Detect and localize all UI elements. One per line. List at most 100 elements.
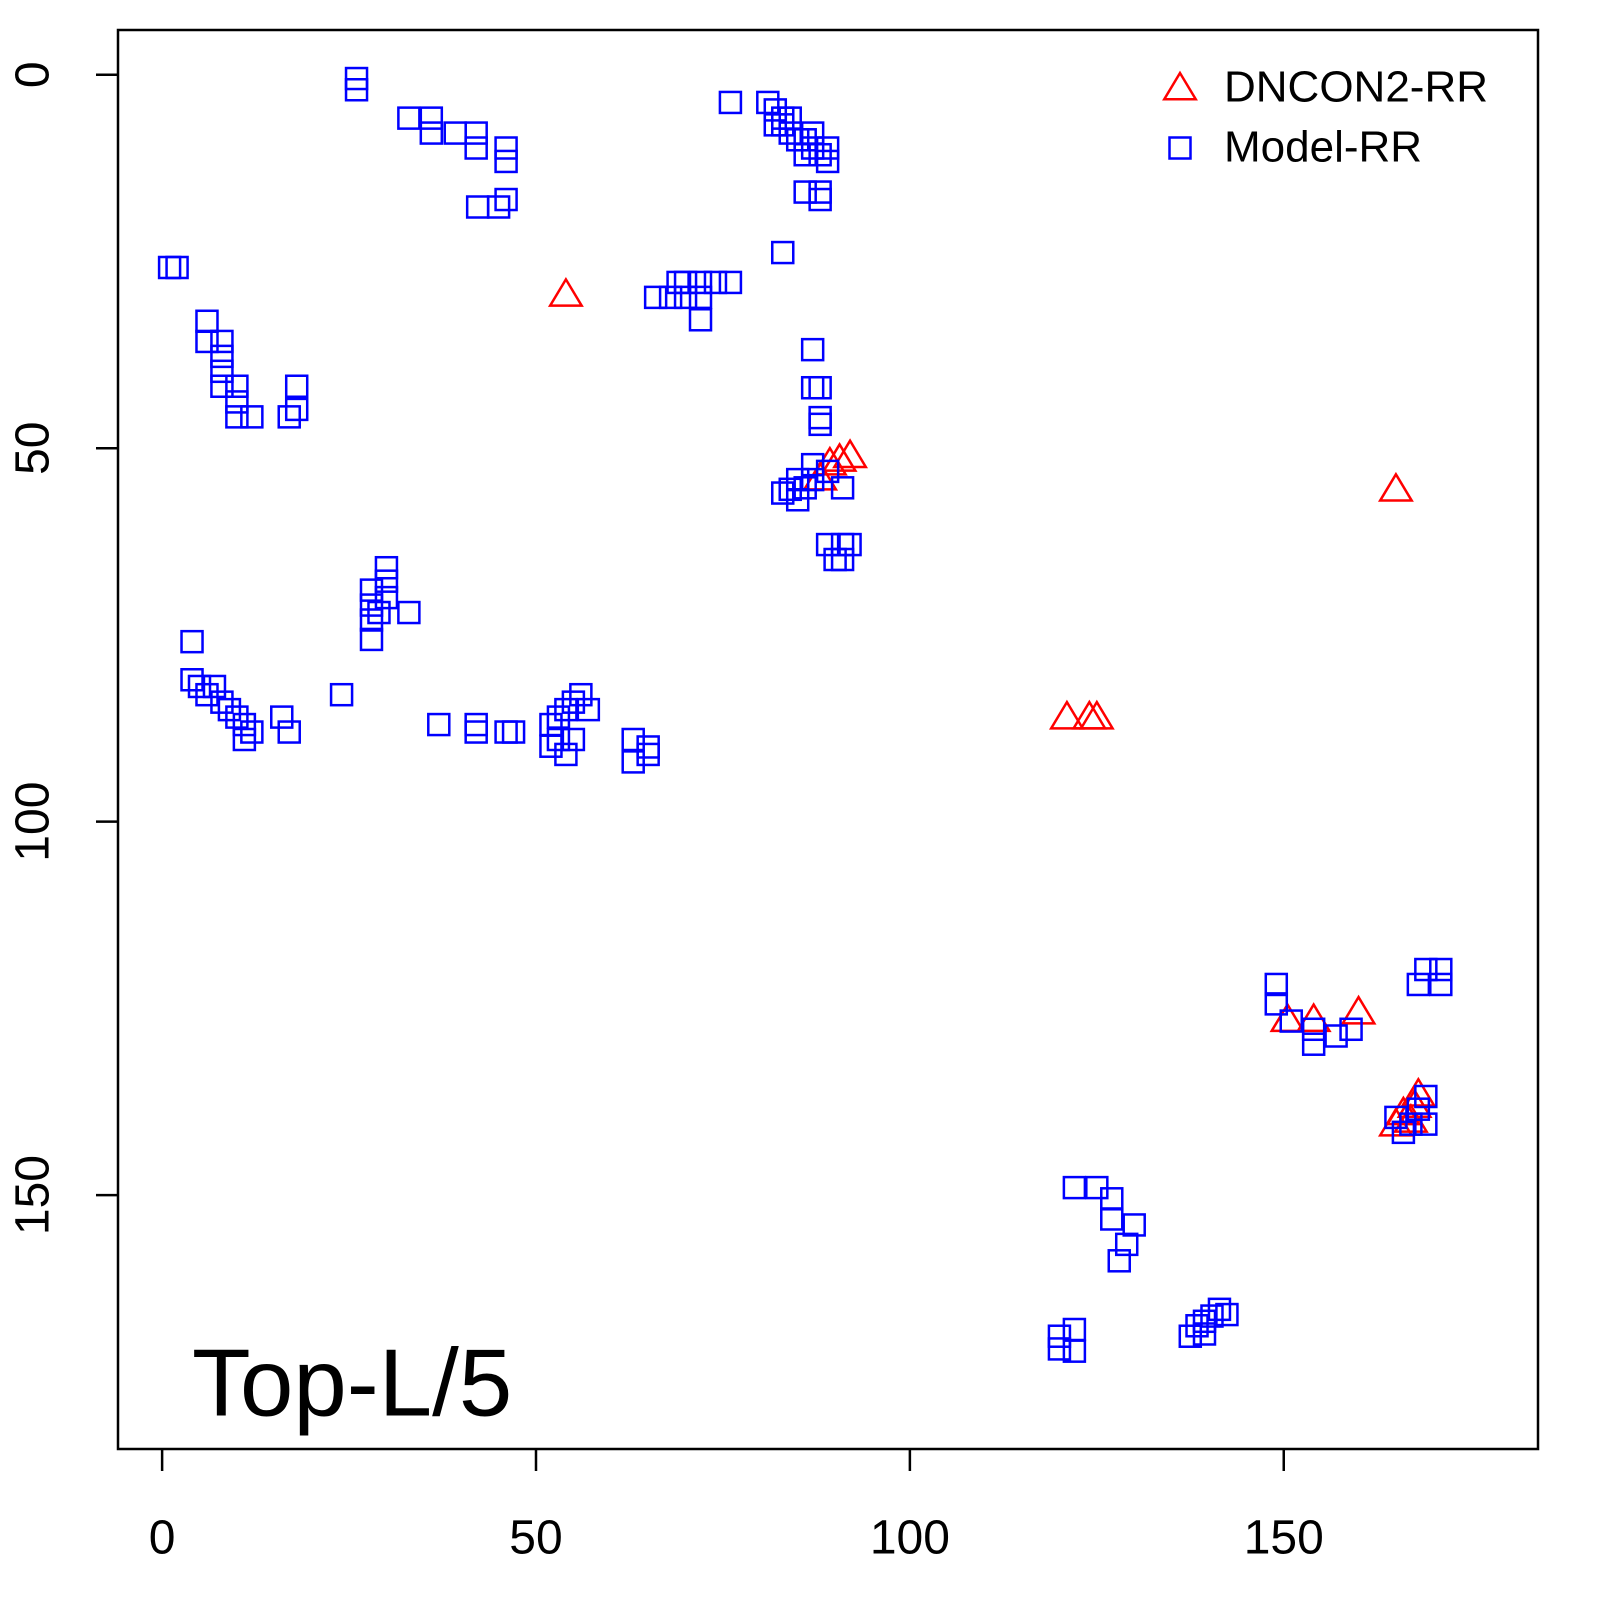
square-marker [210,359,234,384]
square-marker [771,240,795,265]
square-marker [771,481,795,505]
square-marker [808,412,832,437]
triangle-marker [1385,1095,1422,1126]
square-marker [808,142,832,167]
square-marker [210,344,234,369]
square-marker [202,674,227,699]
square-marker [277,405,301,429]
square-marker [1062,1175,1087,1200]
square-marker [427,712,451,737]
square-marker [344,77,369,102]
square-marker [180,668,204,692]
square-marker [785,128,810,152]
square-marker [180,629,204,654]
square-marker [210,690,234,714]
square-marker [830,476,855,500]
square-marker [830,547,855,572]
square-marker [157,255,182,280]
square-marker [1168,136,1192,160]
square-marker [830,532,855,557]
square-marker [374,585,399,610]
square-marker [763,98,788,122]
x-tick-label: 50 [509,1512,562,1565]
square-marker [636,735,660,759]
square-marker [397,106,421,130]
square-marker [636,742,660,767]
square-marker [1429,957,1453,982]
square-marker [165,255,189,280]
square-marker [800,136,825,160]
square-marker [688,270,713,295]
square-marker [1324,1024,1348,1048]
square-marker [658,285,683,310]
square-marker [210,374,234,398]
square-marker [494,149,518,174]
square-marker [800,467,825,492]
square-marker [1301,1017,1326,1042]
y-tick-label: 150 [7,1155,60,1235]
square-marker [815,136,840,160]
square-marker [464,136,488,160]
square-marker [673,285,698,310]
square-marker [808,405,832,430]
square-marker [808,187,832,212]
square-marker [329,682,354,707]
square-marker [1391,1120,1416,1145]
square-marker [778,106,802,130]
square-marker [187,674,212,699]
square-marker [1279,1009,1303,1033]
square-marker [284,397,309,422]
square-marker [561,690,586,714]
square-marker [465,195,490,219]
plot-frame [116,28,1540,1451]
square-marker [464,712,488,737]
square-marker [771,106,795,130]
square-marker [1062,1339,1087,1363]
square-marker [718,90,743,115]
square-marker [232,712,257,737]
square-marker [397,600,421,625]
annotation: Top-L/5 [192,1329,512,1436]
square-marker [539,712,563,737]
square-marker [1047,1324,1072,1348]
square-marker [270,705,294,729]
square-marker [277,720,301,744]
square-marker [1414,1084,1438,1109]
square-marker [1264,992,1289,1016]
square-marker [1207,1297,1232,1322]
square-marker [1264,972,1289,997]
square-marker [359,578,384,602]
square-marker [225,374,249,398]
square-marker [1100,1207,1124,1231]
square-marker [232,727,257,752]
square-marker [1406,1097,1431,1121]
square-marker [838,532,862,557]
triangle-marker [821,442,858,472]
square-marker [554,742,578,767]
square-marker [793,128,817,152]
square-marker [800,452,825,477]
square-marker [688,285,713,310]
square-marker [419,106,444,130]
square-marker [494,720,518,744]
square-marker [1122,1213,1146,1237]
square-marker [643,285,668,310]
square-marker [195,329,219,354]
square-marker [793,180,817,204]
square-marker [823,547,847,572]
triangle-marker [1400,1076,1437,1107]
triangle-marker [1048,699,1085,730]
square-marker [718,270,743,295]
square-marker [284,374,309,398]
square-marker [800,337,825,362]
square-marker [815,149,840,174]
square-marker [756,90,780,115]
square-marker [778,121,802,145]
square-marker [666,270,690,295]
square-marker [210,329,234,354]
triangle-marker [832,438,869,469]
square-marker [1414,1112,1438,1136]
square-marker [1192,1322,1217,1346]
square-marker [225,390,249,414]
